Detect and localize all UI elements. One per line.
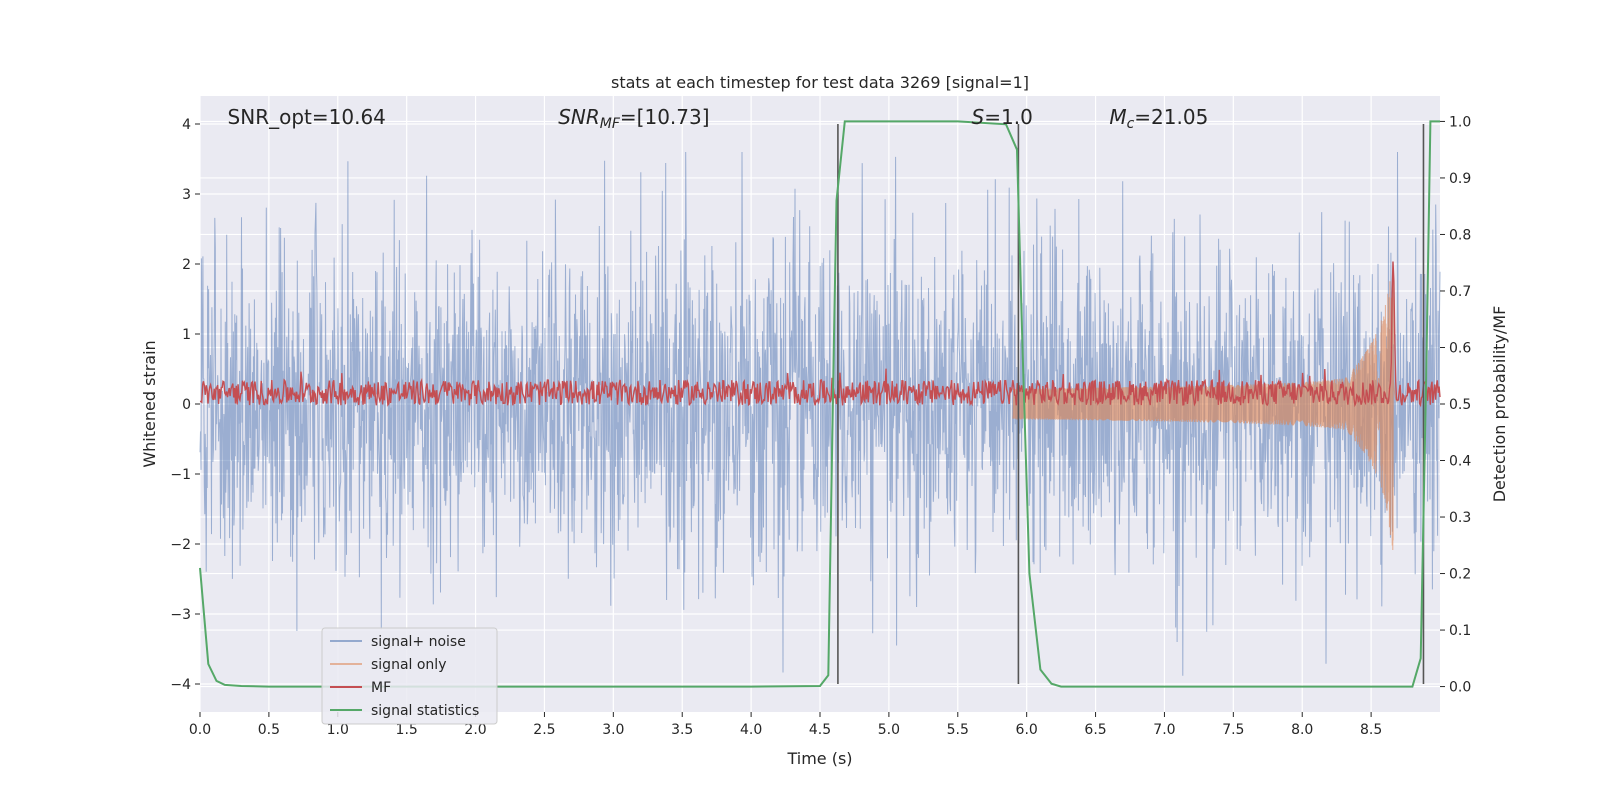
signal-noise-line — [199, 151, 1441, 676]
y2-tick-label: 0.4 — [1449, 454, 1471, 470]
y2-axis-label: Detection probability/MF — [1490, 306, 1509, 503]
annotation-s: S=1.0 — [972, 105, 1033, 129]
y-tick-label: −2 — [170, 537, 191, 553]
y2-tick-label: 0.3 — [1449, 510, 1471, 526]
annotations: SNR_opt=10.64 SNRMF=[10.73] S=1.0 Mc=21.05 — [228, 105, 1209, 132]
x-tick-label: 4.5 — [809, 722, 831, 738]
mf-line — [199, 261, 1441, 408]
chart-title: stats at each timestep for test data 326… — [611, 73, 1029, 92]
y2-tick-label: 0.5 — [1449, 397, 1471, 413]
y2-tick-label: 0.8 — [1449, 227, 1471, 243]
x-tick-label: 8.5 — [1360, 722, 1382, 738]
legend-box — [321, 627, 498, 725]
y-tick-label: 2 — [182, 257, 191, 273]
x-tick-label: 7.0 — [1153, 722, 1175, 738]
series-signal-noise — [199, 151, 1441, 676]
series-signal-only — [1012, 280, 1398, 551]
y-tick-label: −3 — [170, 607, 191, 623]
legend-label-mf: MF — [371, 680, 391, 696]
x-tick-label: 1.0 — [327, 722, 349, 738]
legend-label-signal-noise: signal+ noise — [371, 634, 466, 650]
y2-tick-label: 0.9 — [1449, 171, 1471, 187]
y-tick-label: −4 — [170, 677, 191, 693]
x-tick-label: 3.5 — [671, 722, 693, 738]
y-tick-label: 0 — [182, 397, 191, 413]
series-signal-statistics — [199, 120, 1440, 688]
x-tick-label: 4.0 — [740, 722, 762, 738]
signal-only-line — [1012, 280, 1398, 551]
x-tick-label: 5.0 — [878, 722, 900, 738]
x-tick-label: 3.0 — [602, 722, 624, 738]
y-tick-label: 4 — [182, 117, 191, 133]
annotation-snr_opt: SNR_opt=10.64 — [228, 105, 386, 129]
y-tick-label: 1 — [182, 327, 191, 343]
series-mf — [199, 261, 1441, 408]
x-axis-label: Time (s) — [786, 749, 852, 768]
x-tick-label: 5.5 — [947, 722, 969, 738]
x-tick-label: 8.0 — [1291, 722, 1313, 738]
annotation-snr_mf: SNRMF=[10.73] — [558, 105, 709, 132]
x-tick-label: 0.0 — [189, 722, 211, 738]
x-tick-label: 2.5 — [533, 722, 555, 738]
x-tick-label: 1.5 — [396, 722, 418, 738]
legend: signal+ noise signal only MF signal stat… — [321, 627, 498, 725]
signal-statistics-line — [199, 120, 1440, 688]
x-tick-label: 2.0 — [464, 722, 486, 738]
y-tick-label: 3 — [182, 187, 191, 203]
axis-ticks: 0.0 0.5 1.0 1.5 2.0 2.5 3.0 3.5 4.0 4.5 5.0 5.5 6.0 6… — [170, 114, 1471, 738]
x-tick-label: 6.0 — [1016, 722, 1038, 738]
x-tick-label: 0.5 — [258, 722, 280, 738]
x-tick-label: 7.5 — [1222, 722, 1244, 738]
y-tick-label: −1 — [170, 467, 191, 483]
y2-tick-label: 0.0 — [1449, 680, 1471, 696]
legend-label-signal-only: signal only — [371, 657, 446, 673]
x-tick-label: 6.5 — [1084, 722, 1106, 738]
y2-tick-label: 1.0 — [1449, 114, 1471, 130]
y-axis-label: Whitened strain — [140, 340, 159, 467]
y2-tick-label: 0.2 — [1449, 567, 1471, 583]
annotation-mc: Mc=21.05 — [1109, 105, 1208, 132]
y2-tick-label: 0.6 — [1449, 340, 1471, 356]
legend-label-signal-statistics: signal statistics — [371, 703, 479, 719]
y2-tick-label: 0.7 — [1449, 284, 1471, 300]
y2-tick-label: 0.1 — [1449, 623, 1471, 639]
